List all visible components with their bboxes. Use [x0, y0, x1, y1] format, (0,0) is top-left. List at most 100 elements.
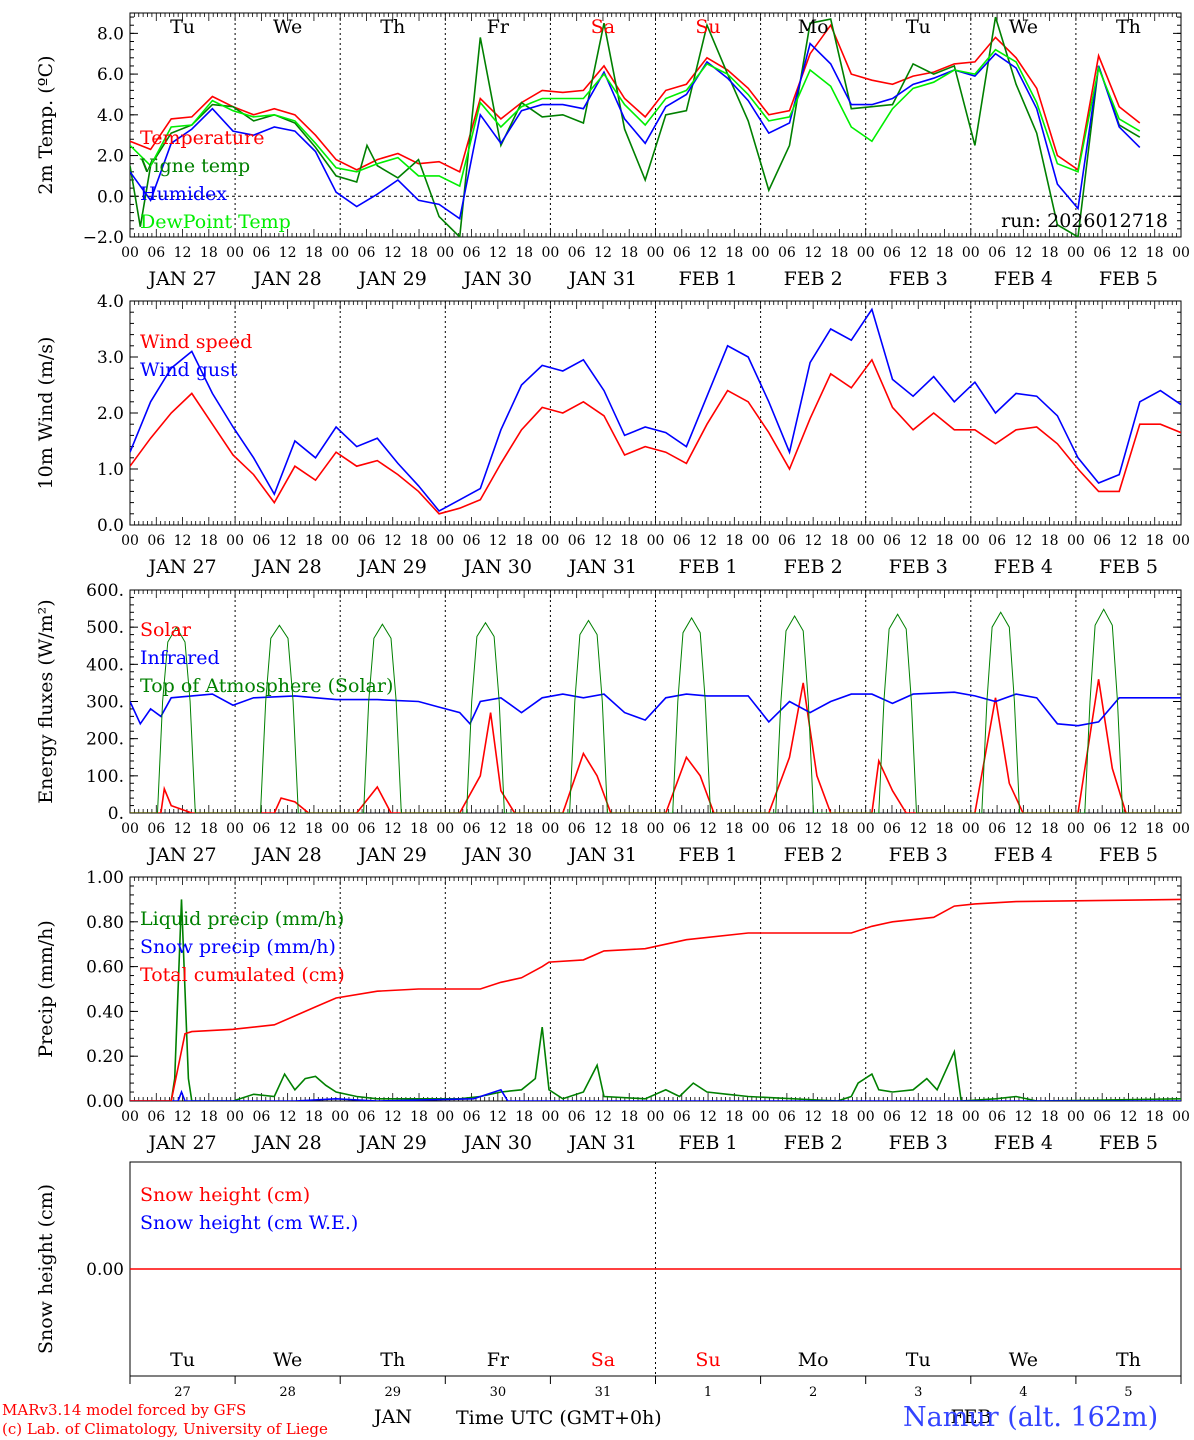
hour-tick-label: 18	[200, 1109, 218, 1125]
hour-tick-label: 00	[1067, 533, 1085, 549]
hour-tick-label: 06	[1093, 245, 1111, 261]
hour-tick-label: 18	[1146, 821, 1164, 837]
hour-tick-label: 00	[647, 245, 665, 261]
day-number-label: 4	[1019, 1385, 1027, 1400]
date-label: FEB 4	[994, 556, 1053, 578]
y-tick-label: 6.0	[97, 65, 124, 85]
hour-tick-label: 06	[883, 821, 901, 837]
hour-tick-label: 06	[568, 821, 586, 837]
hour-tick-label: 06	[358, 821, 376, 837]
hour-tick-label: 12	[594, 1109, 612, 1125]
date-label: JAN 29	[357, 844, 427, 866]
hour-tick-label: 00	[752, 821, 770, 837]
legend-entry: Vigne temp	[139, 155, 250, 177]
hour-tick-label: 18	[620, 821, 638, 837]
hour-tick-label: 12	[279, 245, 297, 261]
date-label: JAN 31	[567, 844, 637, 866]
y-tick-label: 0.20	[86, 1047, 124, 1067]
hour-tick-label: 00	[121, 821, 139, 837]
hour-tick-label: 00	[541, 821, 559, 837]
hour-tick-label: 00	[331, 821, 349, 837]
date-label: JAN 30	[462, 844, 532, 866]
hour-tick-label: 18	[305, 245, 323, 261]
weekday-label: Tu	[906, 1349, 931, 1371]
hour-tick-label: 18	[831, 533, 849, 549]
date-label: JAN 28	[252, 1132, 322, 1154]
series-total-cumulated-cm-	[130, 898, 1181, 1101]
y-tick-label: 0.60	[86, 958, 124, 978]
hour-tick-label: 00	[857, 533, 875, 549]
hour-tick-label: 18	[1041, 533, 1059, 549]
legend-entry: Top of Atmosphere (Solar)	[140, 675, 393, 697]
hour-tick-label: 00	[1172, 821, 1190, 837]
hour-tick-label: 00	[752, 1109, 770, 1125]
hour-tick-label: 18	[515, 533, 533, 549]
weekday-label: Sa	[591, 1349, 615, 1371]
y-tick-label: 4.0	[97, 292, 124, 312]
hour-tick-label: 06	[252, 821, 270, 837]
hour-tick-label: 00	[647, 1109, 665, 1125]
y-tick-label: 3.0	[97, 348, 124, 368]
hour-tick-label: 00	[436, 821, 454, 837]
day-number-label: 28	[279, 1385, 296, 1400]
date-label: FEB 3	[889, 844, 948, 866]
hour-tick-label: 12	[699, 533, 717, 549]
date-label: FEB 3	[889, 268, 948, 290]
date-label: FEB 2	[784, 268, 843, 290]
weekday-label: We	[273, 1349, 302, 1371]
hour-tick-label: 12	[489, 1109, 507, 1125]
weekday-label: Th	[1116, 1349, 1141, 1371]
legend-entry: DewPoint Temp	[140, 211, 291, 233]
day-number-label: 31	[595, 1385, 612, 1400]
legend-entry: Wind speed	[140, 331, 252, 353]
legend-entry: Total cumulated (cm)	[140, 964, 345, 986]
date-label: JAN 30	[462, 1132, 532, 1154]
date-label: JAN 29	[357, 1132, 427, 1154]
series-dewpoint-temp	[130, 48, 1141, 188]
hour-tick-label: 00	[962, 245, 980, 261]
date-label: FEB 1	[678, 1132, 737, 1154]
hour-tick-label: 06	[358, 1109, 376, 1125]
series-infrared	[130, 691, 1181, 727]
hour-tick-label: 00	[226, 245, 244, 261]
hour-tick-label: 18	[305, 533, 323, 549]
hour-tick-label: 12	[489, 821, 507, 837]
hour-tick-label: 12	[699, 821, 717, 837]
hour-tick-label: 06	[778, 821, 796, 837]
y-tick-label: 2.0	[97, 147, 124, 167]
y-tick-label: 1.0	[97, 460, 124, 480]
panel-wind: 4.0 3.0 2.0 1.0 0.0 10m Wind (m/s) Wind speed W…	[35, 292, 1190, 578]
hour-tick-label: 06	[673, 821, 691, 837]
weekday-label: We	[273, 16, 302, 38]
hour-tick-label: 18	[620, 1109, 638, 1125]
y-tick-label: 0.0	[97, 516, 124, 536]
y-tick-label: 400.	[86, 655, 124, 675]
hour-tick-label: 12	[594, 821, 612, 837]
hour-tick-label: 00	[1067, 821, 1085, 837]
date-label: FEB 5	[1099, 1132, 1158, 1154]
date-label: FEB 1	[678, 556, 737, 578]
hour-tick-label: 12	[279, 1109, 297, 1125]
date-label: JAN 30	[462, 556, 532, 578]
date-label: JAN 30	[462, 268, 532, 290]
hour-tick-label: 06	[568, 245, 586, 261]
hour-tick-label: 18	[515, 245, 533, 261]
day-number-label: 2	[809, 1385, 817, 1400]
hour-tick-label: 12	[1014, 1109, 1032, 1125]
hour-tick-label: 12	[804, 1109, 822, 1125]
hour-tick-label: 06	[568, 1109, 586, 1125]
hour-tick-label: 06	[147, 245, 165, 261]
hour-tick-label: 12	[174, 821, 192, 837]
date-label: FEB 2	[784, 556, 843, 578]
weekday-label: We	[1009, 1349, 1038, 1371]
hour-tick-label: 06	[778, 245, 796, 261]
weekday-label: Tu	[170, 1349, 195, 1371]
legend-entry: Infrared	[140, 647, 220, 669]
y-tick-label: 0.00	[86, 1260, 124, 1280]
date-label: FEB 4	[994, 844, 1053, 866]
hour-tick-label: 06	[252, 533, 270, 549]
legend-entry: Humidex	[140, 183, 227, 205]
hour-tick-label: 06	[988, 1109, 1006, 1125]
hour-tick-label: 18	[725, 533, 743, 549]
hour-tick-label: 12	[594, 533, 612, 549]
